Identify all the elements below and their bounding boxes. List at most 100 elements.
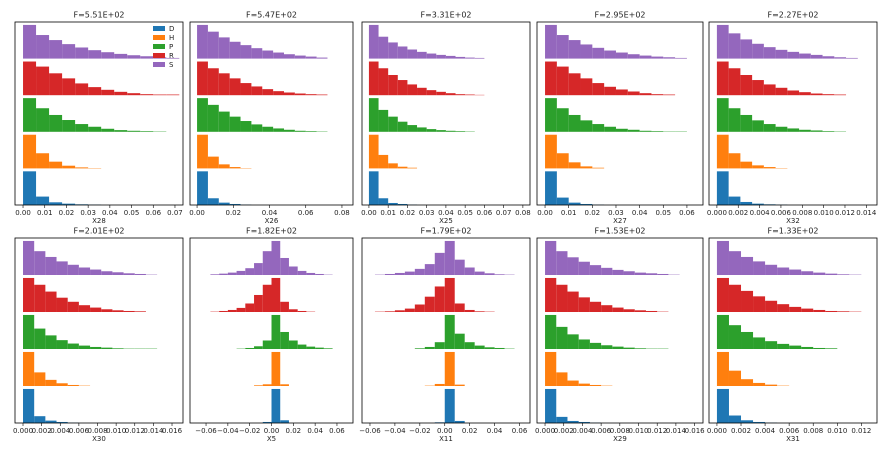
histogram-bar <box>127 93 141 96</box>
histogram-bar <box>271 388 281 423</box>
histogram-bar <box>219 310 228 312</box>
histogram-bar <box>62 203 76 205</box>
histogram-bar <box>417 51 427 59</box>
histogram-bar <box>62 165 76 169</box>
histogram-bar <box>49 202 63 205</box>
histogram-bar <box>663 94 676 96</box>
panel-title: F=1.53E+02 <box>594 227 645 236</box>
histogram-bar <box>601 345 613 349</box>
x-tick-label: 0.000 <box>535 427 555 435</box>
panel: F=1.82E+02 −0.06 −0.04 −0.02 0.00 0.02 0.04 0.0… <box>189 227 354 443</box>
histogram-bar <box>740 114 753 132</box>
histogram-bar <box>765 264 778 275</box>
histogram-bar <box>254 294 263 312</box>
panel-title: F=1.33E+02 <box>767 227 818 236</box>
x-tick-label: 0.002 <box>554 427 574 435</box>
axes-frame <box>361 237 531 424</box>
histogram-bar <box>464 267 475 275</box>
histogram-bar <box>568 73 581 96</box>
histogram-bar <box>445 55 456 59</box>
histogram-bar <box>455 94 466 96</box>
histogram-bar <box>397 46 408 59</box>
histogram-bar <box>716 61 729 96</box>
histogram-bar <box>825 273 838 275</box>
histogram-bar <box>556 416 568 423</box>
histogram-bar <box>218 111 230 132</box>
histogram-bar <box>294 55 306 59</box>
histogram-bar <box>567 420 579 423</box>
histogram-bar <box>436 54 446 59</box>
histogram-bar <box>424 346 435 349</box>
histogram-bar <box>394 272 405 275</box>
histogram-bar <box>623 271 635 275</box>
histogram-bar <box>23 171 37 205</box>
histogram-bar <box>368 24 379 59</box>
histogram-bar <box>612 269 624 275</box>
histogram-bar <box>728 108 741 132</box>
histogram-bar <box>388 42 398 59</box>
legend-label: H <box>169 34 174 42</box>
panel: F=1.53E+02 0.0000.0020.0040.0060.0080.010… <box>535 227 705 444</box>
histogram-bar <box>474 271 485 275</box>
histogram-bar <box>316 57 328 59</box>
histogram-bar <box>434 342 445 349</box>
histogram-bar <box>789 269 802 275</box>
histogram-bar <box>273 91 284 96</box>
histogram-bar <box>417 127 427 132</box>
x-tick-label: 0.010 <box>628 427 648 435</box>
histogram-bar <box>741 420 754 423</box>
histogram-bar <box>283 54 295 59</box>
axes-frame <box>708 237 878 424</box>
histogram-bar <box>651 131 664 132</box>
histogram-bar <box>62 120 76 132</box>
histogram-bar <box>288 266 298 275</box>
histogram-bar <box>623 347 635 349</box>
histogram-bar <box>306 346 316 349</box>
histogram-bar <box>23 61 37 96</box>
histogram-bar <box>837 311 850 312</box>
histogram-bar <box>789 306 802 312</box>
histogram-bar <box>765 341 778 349</box>
x-tick-label: 0.004 <box>750 209 771 217</box>
histogram-bar <box>34 251 46 275</box>
x-tick-label: 0.006 <box>771 209 792 217</box>
x-tick-label: 0.002 <box>32 427 52 435</box>
histogram-bar <box>305 56 317 59</box>
histogram-bar <box>740 39 753 59</box>
x-tick-label: 0.02 <box>462 427 478 435</box>
histogram-bar <box>229 167 241 169</box>
histogram-bar <box>787 128 800 132</box>
histogram-bar <box>368 134 379 169</box>
histogram-bar <box>207 104 219 132</box>
panel-title: F=2.27E+02 <box>767 11 818 20</box>
histogram-bar <box>229 203 241 205</box>
histogram-bar <box>114 130 128 132</box>
legend-swatch <box>153 35 165 40</box>
histogram-bar <box>56 383 68 386</box>
histogram-bar <box>464 309 475 312</box>
histogram-bar <box>283 129 295 132</box>
histogram-bar <box>484 273 495 275</box>
histogram-bar <box>240 45 252 59</box>
panel-title: F=5.47E+02 <box>246 11 297 20</box>
histogram-bar <box>740 74 753 96</box>
histogram-bar <box>218 202 230 205</box>
histogram-bar <box>305 131 317 132</box>
histogram-bar <box>262 50 274 59</box>
histogram-bar <box>763 47 776 59</box>
x-tick-label: 0.04 <box>102 209 118 217</box>
legend-swatch <box>153 26 165 31</box>
histogram-bar <box>140 131 154 132</box>
legend-swatch <box>153 62 165 67</box>
histogram-bar <box>127 55 141 59</box>
histogram-bar <box>75 124 89 132</box>
histogram-bar <box>639 55 652 59</box>
histogram-bar <box>454 384 465 386</box>
histogram-bar <box>777 267 790 275</box>
x-tick-label: 0.004 <box>50 427 71 435</box>
histogram-bar <box>601 305 613 312</box>
histogram-bar <box>236 270 246 275</box>
histogram-bar <box>568 162 581 169</box>
x-tick-label: 0.010 <box>827 427 847 435</box>
histogram-bar <box>45 256 57 275</box>
